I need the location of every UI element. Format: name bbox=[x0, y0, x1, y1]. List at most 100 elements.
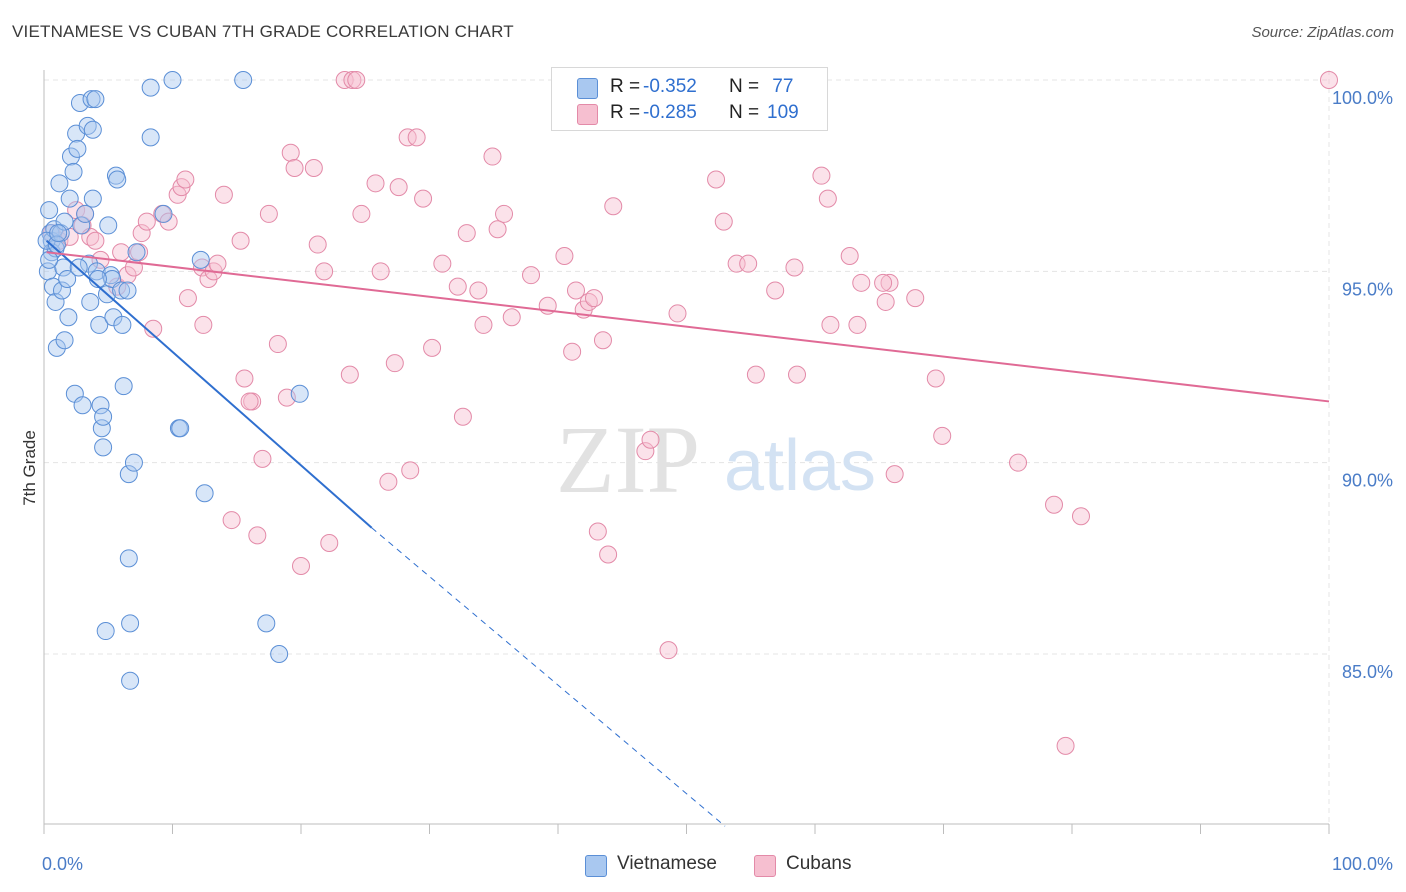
vietnamese-point bbox=[87, 262, 106, 281]
vietnamese-point bbox=[118, 281, 137, 300]
vietnamese-point bbox=[270, 645, 289, 663]
vietnamese-point bbox=[86, 90, 105, 109]
cubans-point bbox=[433, 254, 452, 273]
n-label: N = bbox=[729, 102, 760, 123]
cubans-point bbox=[137, 212, 156, 231]
watermark: ZIP atlas bbox=[556, 406, 876, 513]
cubans-point bbox=[281, 143, 300, 162]
cubans-point bbox=[488, 220, 507, 239]
cubans-point bbox=[379, 472, 398, 491]
vietnamese-point bbox=[112, 281, 131, 300]
vietnamese-point bbox=[91, 396, 110, 415]
cubans-point bbox=[292, 556, 310, 575]
series-legend: Vietnamese Cubans bbox=[0, 851, 1406, 877]
cubans-point bbox=[495, 204, 514, 223]
vietnamese-point bbox=[141, 128, 160, 147]
cubans-point bbox=[457, 224, 476, 243]
cubans-point bbox=[876, 292, 895, 311]
vietnamese-point bbox=[124, 453, 143, 472]
vietnamese-point bbox=[83, 189, 102, 208]
cubans-point bbox=[563, 342, 582, 361]
cubans-point bbox=[259, 204, 278, 223]
cubans-point bbox=[714, 212, 733, 231]
vietnamese-point bbox=[46, 292, 65, 311]
vietnamese-point bbox=[113, 315, 132, 334]
vietnamese-point bbox=[290, 384, 309, 403]
cubans-point bbox=[240, 392, 259, 411]
vietnamese-point bbox=[163, 71, 182, 89]
vietnamese-point bbox=[92, 419, 111, 438]
cubans-point bbox=[668, 304, 687, 323]
vietnamese-point bbox=[55, 331, 74, 350]
vietnamese-point bbox=[52, 281, 71, 300]
vietnamese-point bbox=[47, 338, 66, 357]
cubans-point bbox=[852, 273, 871, 292]
vietnamese-point bbox=[82, 90, 101, 109]
cubans-point bbox=[766, 281, 785, 300]
vietnamese-point bbox=[171, 419, 190, 438]
cubans-point bbox=[812, 166, 831, 185]
vietnamese-point bbox=[43, 277, 62, 296]
cubans-legend-swatch bbox=[754, 855, 776, 877]
cubans-point bbox=[285, 159, 304, 178]
vietnamese-point bbox=[81, 292, 100, 311]
vietnamese-point bbox=[90, 315, 109, 334]
cubans-point bbox=[739, 254, 758, 273]
vietnamese-legend-label: Vietnamese bbox=[617, 853, 717, 874]
vietnamese-point bbox=[104, 308, 123, 327]
y-tick-label: 100.0% bbox=[1332, 88, 1393, 108]
cubans-point bbox=[343, 71, 362, 89]
vietnamese-point bbox=[40, 250, 59, 269]
series-vietnamese-points bbox=[37, 71, 309, 690]
cubans-point bbox=[933, 426, 952, 445]
cubans-point bbox=[231, 231, 250, 250]
vietnamese-point bbox=[55, 212, 74, 231]
cubans-point bbox=[788, 365, 807, 384]
watermark-atlas: atlas bbox=[724, 426, 876, 506]
vietnamese-point bbox=[96, 622, 115, 641]
cubans-point bbox=[423, 338, 442, 357]
r-label: R = bbox=[610, 76, 641, 97]
vietnamese-point bbox=[64, 162, 83, 181]
vietnamese-point bbox=[191, 250, 210, 269]
vietnamese-point bbox=[83, 120, 102, 139]
cubans-point bbox=[401, 461, 420, 480]
vietnamese-point bbox=[154, 204, 173, 223]
vietnamese-trend-extension bbox=[371, 527, 726, 827]
cubans-point bbox=[1320, 71, 1338, 89]
r-value: -0.352 bbox=[643, 76, 697, 97]
legend-row-cubans: R = -0.285 N = 109 bbox=[552, 101, 827, 127]
r-value: -0.285 bbox=[643, 102, 697, 123]
vietnamese-point bbox=[114, 377, 133, 396]
cubans-point bbox=[604, 197, 623, 216]
vietnamese-point bbox=[94, 407, 113, 426]
cubans-point bbox=[880, 273, 899, 292]
cubans-point bbox=[785, 258, 804, 277]
cubans-point bbox=[366, 174, 385, 193]
cubans-point bbox=[636, 442, 655, 461]
cubans-point bbox=[746, 365, 765, 384]
cubans-point bbox=[483, 147, 502, 166]
cubans-point bbox=[885, 465, 904, 484]
vietnamese-point bbox=[40, 201, 59, 220]
vietnamese-point bbox=[257, 614, 276, 633]
cubans-point bbox=[469, 281, 488, 300]
vietnamese-point bbox=[121, 614, 140, 633]
watermark-zip: ZIP bbox=[556, 406, 700, 513]
cubans-point bbox=[178, 289, 197, 308]
cubans-point bbox=[385, 354, 404, 373]
cubans-point bbox=[194, 315, 213, 334]
y-tick-label: 90.0% bbox=[1342, 471, 1393, 491]
cubans-point bbox=[818, 189, 837, 208]
source-label: Source: ZipAtlas.com bbox=[1251, 24, 1394, 41]
vietnamese-point bbox=[49, 224, 68, 243]
vietnamese-trend-line bbox=[45, 239, 373, 529]
chart-title: VIETNAMESE VS CUBAN 7TH GRADE CORRELATIO… bbox=[12, 22, 514, 41]
cubans-point bbox=[474, 315, 493, 334]
cubans-point bbox=[1056, 736, 1075, 755]
cubans-point bbox=[308, 235, 327, 254]
cubans-point bbox=[584, 289, 603, 308]
cubans-point bbox=[874, 273, 893, 292]
vietnamese-point bbox=[195, 484, 214, 503]
